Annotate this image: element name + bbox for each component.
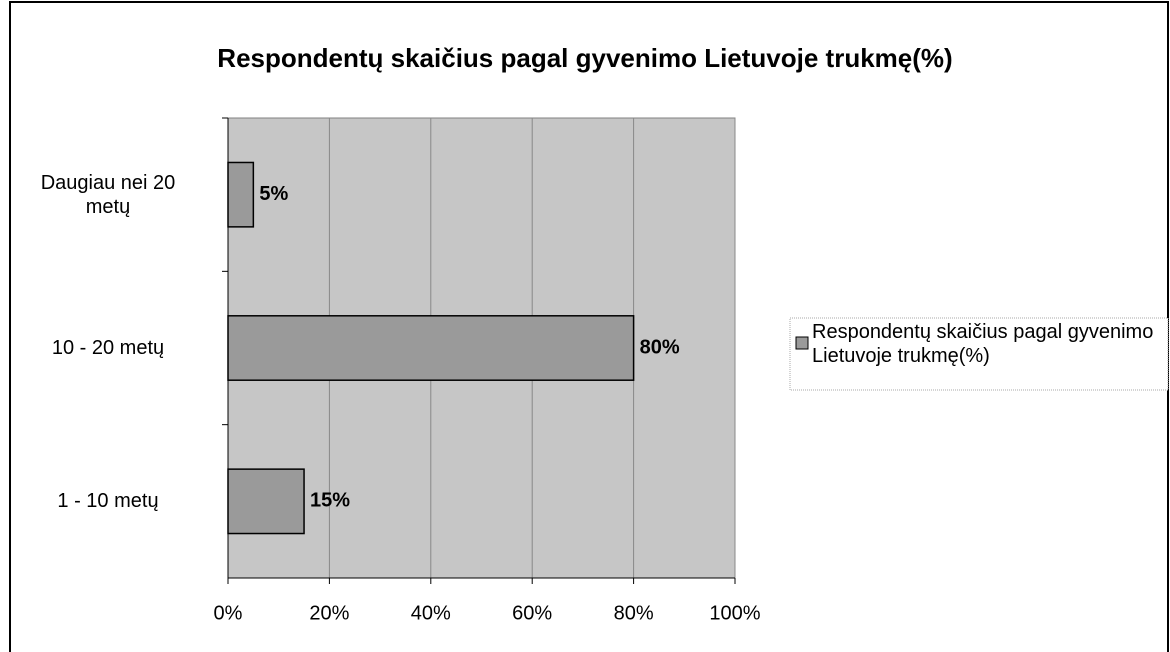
data-label: 80%	[640, 336, 680, 358]
bar	[227, 468, 305, 535]
y-tick-label: 1 - 10 metų	[57, 490, 159, 513]
chart-title: Respondentų skaičius pagal gyvenimo Liet…	[217, 43, 952, 73]
bar	[227, 315, 635, 381]
x-tick-label: 0%	[214, 602, 243, 624]
y-tick-label: Daugiau nei 20 metų	[40, 171, 176, 218]
x-tick-label: 80%	[614, 602, 654, 624]
x-tick-label: 40%	[411, 602, 451, 624]
legend-box	[789, 317, 1169, 391]
legend-label: Respondentų skaičius pagal gyvenimo Liet…	[812, 321, 1154, 367]
bar	[227, 161, 255, 228]
data-label: 15%	[310, 490, 350, 512]
x-tick-label: 20%	[309, 602, 349, 624]
data-label: 5%	[259, 183, 288, 205]
y-tick-label: 10 - 20 metų	[51, 337, 165, 359]
x-tick-label: 60%	[512, 602, 552, 624]
legend-swatch	[795, 336, 809, 350]
x-tick-label: 100%	[709, 602, 760, 624]
